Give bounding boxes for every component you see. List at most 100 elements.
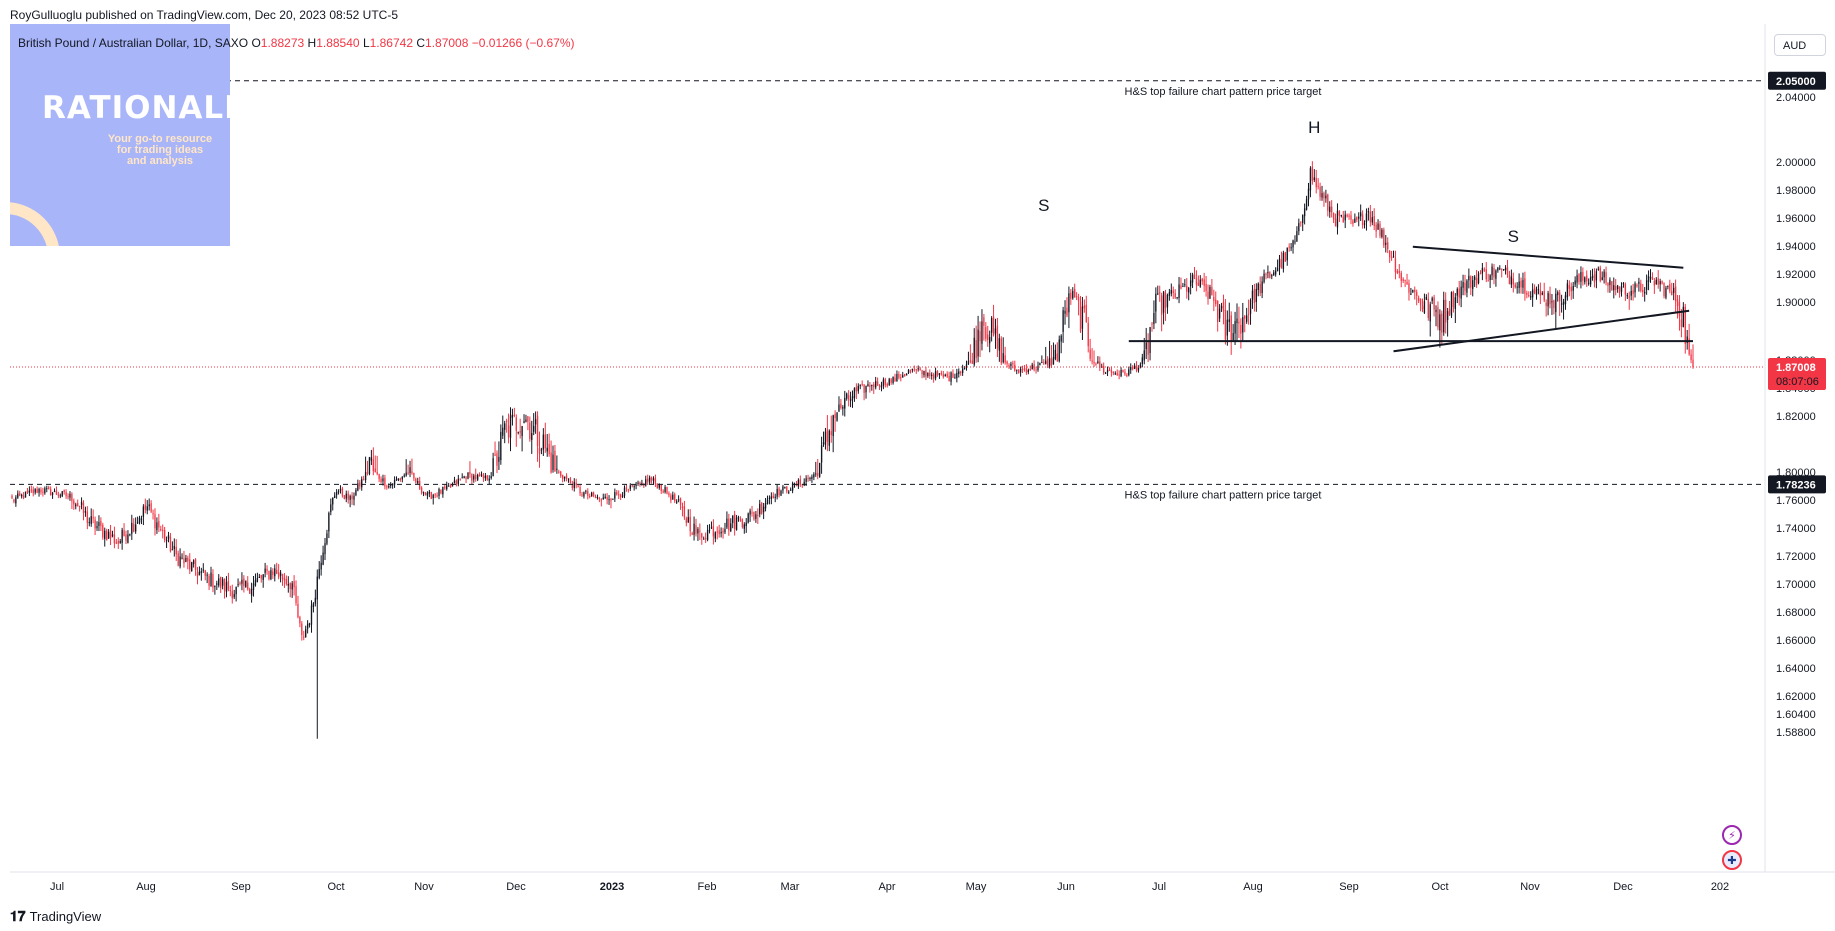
candle <box>888 377 890 386</box>
candle <box>449 483 452 489</box>
candle-body <box>1160 295 1163 315</box>
high-value: 1.88540 <box>316 36 360 50</box>
price-axis[interactable]: 2.040002.000001.980001.960001.940001.920… <box>1768 71 1826 739</box>
candle <box>1450 291 1453 319</box>
candle <box>1334 213 1337 227</box>
tradingview-brand-label: TradingView <box>29 909 102 924</box>
candle-body <box>413 472 415 479</box>
candle-body <box>446 485 448 490</box>
candle-body <box>907 369 910 374</box>
candle-body <box>415 478 417 483</box>
candle <box>1346 213 1348 218</box>
candle <box>1290 243 1292 252</box>
candle <box>1215 291 1217 307</box>
candle <box>1245 307 1248 324</box>
candle-body <box>318 569 320 578</box>
candle-body <box>983 317 985 326</box>
candle <box>1240 318 1242 349</box>
candle-body <box>952 373 954 378</box>
time-axis[interactable]: Jul Aug Sep Oct Nov Dec 2023 Feb Mar Apr May Jun Jul… <box>50 881 1729 893</box>
candle <box>1642 283 1644 297</box>
candle <box>42 487 44 497</box>
symbol-name[interactable]: British Pound / Australian Dollar, 1D, S… <box>18 36 249 50</box>
candle <box>106 528 108 541</box>
candle-body <box>245 580 247 588</box>
candle <box>1050 345 1053 369</box>
candle <box>873 381 875 394</box>
candle <box>1122 369 1124 373</box>
triangle-upper-line <box>1412 245 1684 269</box>
candle-body <box>903 374 906 377</box>
candle <box>602 493 604 500</box>
candle <box>606 493 608 505</box>
candle <box>96 521 98 531</box>
candle <box>1095 362 1097 366</box>
candle-body <box>287 584 289 586</box>
candle-body <box>1099 361 1101 368</box>
candle-body <box>75 504 77 507</box>
candle <box>610 497 612 509</box>
candle <box>954 373 956 379</box>
candle-body <box>1023 368 1026 370</box>
candle-body <box>1104 372 1107 374</box>
candle-body <box>1008 364 1010 367</box>
candle-body <box>1207 291 1209 299</box>
candle-body <box>162 529 164 531</box>
candle <box>612 498 614 500</box>
candle-body <box>80 501 83 506</box>
candle-body <box>276 569 278 574</box>
candle <box>907 369 910 375</box>
candle <box>695 518 697 537</box>
candle-body <box>1182 285 1184 287</box>
candle <box>540 447 543 455</box>
candle <box>312 602 315 613</box>
candle <box>1193 266 1196 280</box>
candle-body <box>956 372 958 379</box>
candle-body <box>1033 364 1035 370</box>
candle <box>1421 298 1424 313</box>
candle-body <box>645 479 647 486</box>
candle <box>297 595 299 619</box>
candle <box>241 572 243 591</box>
symbol-legend[interactable]: British Pound / Australian Dollar, 1D, S… <box>18 36 575 50</box>
candle-body <box>772 495 774 498</box>
candle-body <box>934 371 937 379</box>
candle-body <box>353 495 355 500</box>
candle-body <box>382 478 384 482</box>
candle <box>552 445 554 473</box>
uk-flag-icon[interactable]: ✚ <box>1722 850 1742 870</box>
candle <box>1072 287 1074 300</box>
candle-body <box>704 538 707 540</box>
candle <box>289 582 291 598</box>
candle <box>990 316 993 342</box>
candle <box>803 478 805 487</box>
candle <box>221 577 224 590</box>
candle-body <box>954 377 956 379</box>
candle-body <box>84 511 87 513</box>
candle-body <box>134 524 137 532</box>
candle <box>1369 204 1372 227</box>
currency-button[interactable]: AUD <box>1774 34 1826 56</box>
candle-body <box>1485 269 1487 280</box>
lightning-icon[interactable]: ⚡ <box>1722 825 1742 845</box>
candle-body <box>44 488 46 494</box>
candle-body <box>1017 370 1020 373</box>
candle-body <box>531 433 533 441</box>
candle-body <box>1589 277 1592 285</box>
candle <box>1528 291 1530 298</box>
candle <box>753 511 755 521</box>
candle <box>461 473 463 479</box>
candle <box>46 485 48 493</box>
candle-body <box>324 543 326 555</box>
candle <box>639 481 641 487</box>
candle <box>1172 286 1174 300</box>
candle-body <box>1559 292 1561 302</box>
candle <box>1475 270 1478 288</box>
candle-body <box>737 517 740 519</box>
candle-body <box>1054 349 1057 359</box>
candle-body <box>486 475 488 480</box>
candle-body <box>654 477 657 484</box>
candle <box>78 505 81 512</box>
candle <box>761 502 763 515</box>
